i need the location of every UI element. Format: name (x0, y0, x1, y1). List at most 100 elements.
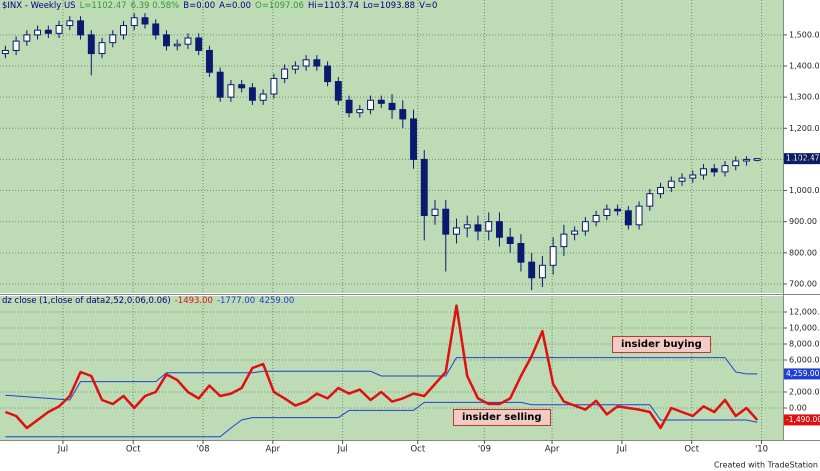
price-panel (0, 0, 783, 293)
tags: 1,102.47 4,259.00 -1,490.00 (784, 153, 820, 426)
candle-body (313, 59, 321, 67)
candle-body (399, 109, 407, 120)
y-tick-label: 10,000.00 (789, 324, 820, 333)
x-tick-label: '09 (478, 445, 491, 455)
candle-body (721, 165, 729, 173)
candle-body (109, 34, 117, 44)
candle-body (1, 49, 9, 55)
candle-body (205, 49, 213, 73)
candle-body (34, 29, 42, 36)
header-text: Lo=1093.88 (363, 1, 416, 11)
candle-body (367, 99, 375, 111)
header-text: 4259.00 (259, 296, 295, 306)
candle-body (603, 208, 611, 216)
y-tick-label: 0.00 (789, 404, 807, 413)
candle-body (184, 37, 192, 45)
candle-body (549, 246, 557, 266)
header-text: V=0 (419, 1, 438, 11)
candle-body (152, 23, 160, 36)
candle-body (700, 168, 707, 176)
candle-body (732, 160, 740, 167)
header-text: Hi=1103.74 (307, 1, 359, 11)
price-tag-label: 4,259.00 (786, 369, 820, 378)
y-tick-label: 1,000.00 (789, 186, 820, 195)
y-tick-label: 1,500.00 (789, 30, 820, 39)
series-line (4, 304, 759, 430)
marks (1, 13, 761, 438)
candle-body (302, 59, 310, 67)
candle-body (77, 20, 85, 36)
x-tick-label: Jul (57, 445, 68, 455)
candle-body (120, 25, 127, 36)
candle-body (442, 208, 450, 235)
candle-body (485, 221, 493, 232)
y-tick-label: 8,000.00 (789, 340, 820, 349)
candle-body (517, 242, 525, 263)
candle-body (710, 168, 718, 173)
candle-body (66, 20, 74, 27)
candle-body (592, 214, 600, 223)
y-tick-label: 1,400.00 (789, 62, 820, 71)
candle-body (657, 186, 665, 195)
price-header: $INX - Weekly US L=1102.47 6.39 0.58% B=0.0… (2, 1, 441, 12)
candle-body (259, 93, 267, 101)
candle-body (248, 87, 256, 101)
candle-body (227, 84, 235, 98)
candle-body (753, 158, 761, 161)
price-tag (784, 414, 820, 426)
x-tick-label: Oct (410, 445, 425, 455)
candle-body (528, 261, 536, 279)
candle-body (377, 99, 385, 104)
candle-body (334, 81, 342, 101)
candle-body (410, 118, 417, 160)
candle-body (163, 34, 170, 47)
candle-body (388, 102, 396, 111)
x-tick-label: Jul (336, 445, 347, 455)
header-text: dz close (1,close of data2,52,0.06,0.06) (2, 296, 171, 306)
header-text: -1777.00 (216, 296, 256, 306)
candle-body (743, 158, 750, 162)
header-text: -1493.00 (174, 296, 213, 306)
candle-body (689, 174, 697, 179)
candle-body (87, 34, 95, 55)
candle-body (420, 158, 428, 216)
x-tick-label: '10 (755, 445, 768, 455)
candle-body (463, 224, 471, 229)
x-tick-label: Apr (545, 445, 560, 455)
candle-body (291, 65, 299, 70)
candle-body (538, 264, 546, 279)
header-text: L=1102.47 (79, 1, 127, 11)
candle-body (173, 43, 181, 47)
candle-body (581, 221, 589, 232)
x-tick-label: Oct (126, 445, 141, 455)
candle-body (23, 34, 31, 42)
y-tick-label: 12,000.00 (789, 308, 820, 317)
candle-body (195, 37, 203, 51)
header-text: 6.39 0.58% (130, 1, 180, 11)
x-tick-label: '08 (196, 445, 209, 455)
y-tick-label: 6,000.00 (789, 356, 820, 365)
series-line (5, 357, 758, 401)
header-text: A=0.00 (219, 1, 251, 11)
candle-body (571, 230, 579, 235)
candle-body (667, 180, 675, 188)
series-line (5, 401, 758, 438)
candle-body (646, 193, 654, 207)
y-tick-label: 900.00 (789, 217, 817, 226)
footer: Created with TradeStation (714, 461, 818, 470)
candle-body (55, 25, 63, 34)
candle-body (238, 84, 246, 89)
candle-body (624, 210, 632, 226)
price-tag (784, 153, 820, 165)
candle-body (614, 208, 622, 212)
y-tick-label: 700.00 (789, 279, 817, 288)
candle-body (281, 68, 289, 79)
y-tick-label: 1,100.00 (789, 155, 820, 164)
y-tick-label: 1,300.00 (789, 93, 820, 102)
candle-body (495, 221, 503, 238)
candle-body (506, 236, 514, 244)
candle-body (453, 227, 460, 235)
candle-body (356, 109, 364, 114)
candle-body (324, 65, 332, 83)
